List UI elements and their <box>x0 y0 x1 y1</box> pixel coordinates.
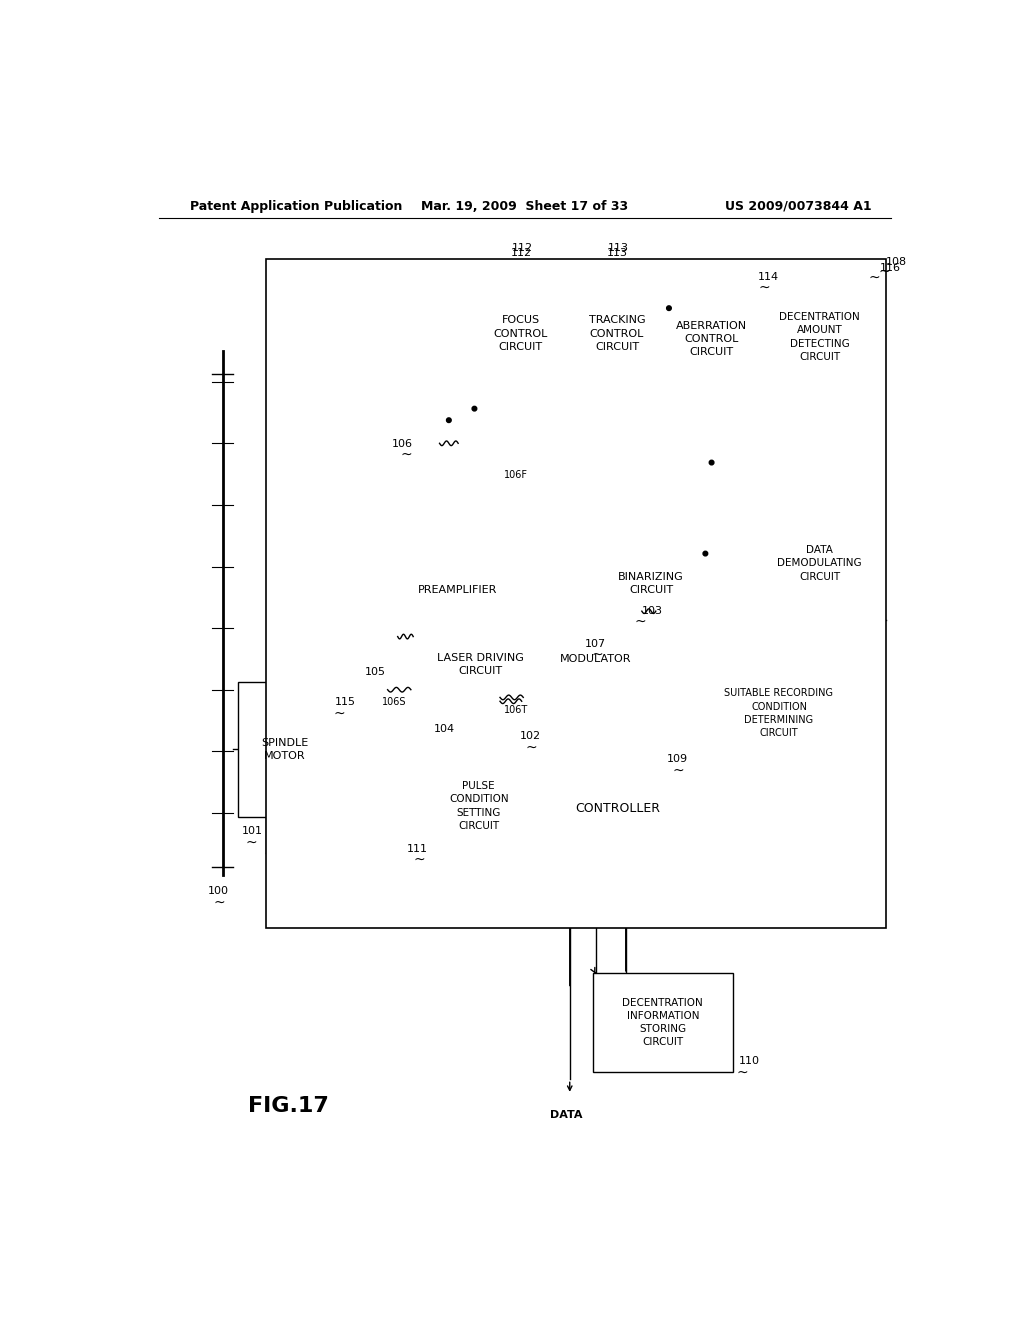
Text: 112: 112 <box>510 248 531 259</box>
Text: DATA
DEMODULATING
CIRCUIT: DATA DEMODULATING CIRCUIT <box>777 545 862 582</box>
Bar <box>553 618 638 701</box>
Bar <box>469 271 671 397</box>
Bar <box>430 744 527 867</box>
Text: FIG.17: FIG.17 <box>248 1096 329 1115</box>
Text: ~: ~ <box>525 741 538 755</box>
Text: TRACKING
CONTROL
CIRCUIT: TRACKING CONTROL CIRCUIT <box>589 315 645 351</box>
Text: 112: 112 <box>512 243 532 253</box>
Text: ~: ~ <box>246 836 257 850</box>
Text: ~: ~ <box>213 896 225 909</box>
Text: ~: ~ <box>334 706 345 721</box>
Circle shape <box>703 552 708 556</box>
Text: 100: 100 <box>208 886 228 896</box>
Polygon shape <box>321 612 352 667</box>
Text: ~: ~ <box>736 1065 748 1080</box>
Text: 106F: 106F <box>504 470 528 480</box>
Circle shape <box>667 306 672 310</box>
Text: 109: 109 <box>667 754 688 763</box>
Text: ~: ~ <box>592 648 603 663</box>
Text: 108: 108 <box>886 257 907 267</box>
Bar <box>684 506 879 789</box>
Text: 104: 104 <box>434 725 456 734</box>
Text: ~: ~ <box>634 614 646 628</box>
Circle shape <box>710 461 714 465</box>
Bar <box>574 277 659 389</box>
Text: 115: 115 <box>335 697 356 708</box>
Bar <box>352 622 391 657</box>
Text: DATA: DATA <box>550 1110 582 1121</box>
Text: ABERRATION
CONTROL
CIRCUIT: ABERRATION CONTROL CIRCUIT <box>676 321 748 358</box>
Text: SPINDLE
MOTOR: SPINDLE MOTOR <box>261 738 308 760</box>
Text: US 2009/0073844 A1: US 2009/0073844 A1 <box>725 199 872 213</box>
Bar <box>478 277 563 389</box>
Text: ~: ~ <box>879 264 890 279</box>
Bar <box>608 535 693 632</box>
Bar <box>238 682 331 817</box>
Text: DECENTRATION
INFORMATION
STORING
CIRCUIT: DECENTRATION INFORMATION STORING CIRCUIT <box>623 998 703 1047</box>
Text: SUITABLE RECORDING
CONDITION
DETERMINING
CIRCUIT: SUITABLE RECORDING CONDITION DETERMINING… <box>725 689 834 738</box>
Text: 101: 101 <box>242 826 263 836</box>
Text: BINARIZING
CIRCUIT: BINARIZING CIRCUIT <box>618 572 684 595</box>
Text: 113: 113 <box>606 248 628 259</box>
Text: PREAMPLIFIER: PREAMPLIFIER <box>418 585 497 594</box>
Bar <box>669 284 755 395</box>
Text: Mar. 19, 2009  Sheet 17 of 33: Mar. 19, 2009 Sheet 17 of 33 <box>421 199 629 213</box>
Text: 114: 114 <box>758 272 779 281</box>
Text: 106S: 106S <box>382 697 407 708</box>
Text: DECENTRATION
AMOUNT
DETECTING
CIRCUIT: DECENTRATION AMOUNT DETECTING CIRCUIT <box>779 313 860 362</box>
Text: ~: ~ <box>758 281 770 294</box>
Text: 107: 107 <box>586 639 606 649</box>
Text: 103: 103 <box>642 606 663 615</box>
Circle shape <box>472 407 477 411</box>
Text: 113: 113 <box>607 243 629 253</box>
Text: 102: 102 <box>519 731 541 742</box>
Text: 111: 111 <box>407 843 428 854</box>
Circle shape <box>446 418 452 422</box>
Text: 106: 106 <box>391 440 413 449</box>
Text: MODULATOR: MODULATOR <box>559 653 631 664</box>
Text: 105: 105 <box>365 667 385 677</box>
Text: ~: ~ <box>673 763 684 777</box>
Text: 116: 116 <box>880 263 901 273</box>
Text: LASER DRIVING
CIRCUIT: LASER DRIVING CIRCUIT <box>437 653 524 676</box>
Bar <box>438 612 523 717</box>
Bar <box>764 272 876 401</box>
Text: FOCUS
CONTROL
CIRCUIT: FOCUS CONTROL CIRCUIT <box>494 315 548 351</box>
Text: PULSE
CONDITION
SETTING
CIRCUIT: PULSE CONDITION SETTING CIRCUIT <box>449 781 509 830</box>
Text: CONTROLLER: CONTROLLER <box>575 803 660 816</box>
Bar <box>543 744 693 873</box>
Text: 106T: 106T <box>504 705 528 715</box>
Text: ~: ~ <box>868 271 880 285</box>
Bar <box>266 259 886 928</box>
Text: ~: ~ <box>414 853 425 867</box>
Text: 110: 110 <box>738 1056 760 1067</box>
Bar <box>593 973 732 1072</box>
Bar <box>415 451 500 729</box>
Bar <box>755 267 882 620</box>
Bar <box>693 649 864 776</box>
Text: ~: ~ <box>400 447 413 462</box>
Bar <box>764 515 876 612</box>
Text: Patent Application Publication: Patent Application Publication <box>190 199 402 213</box>
